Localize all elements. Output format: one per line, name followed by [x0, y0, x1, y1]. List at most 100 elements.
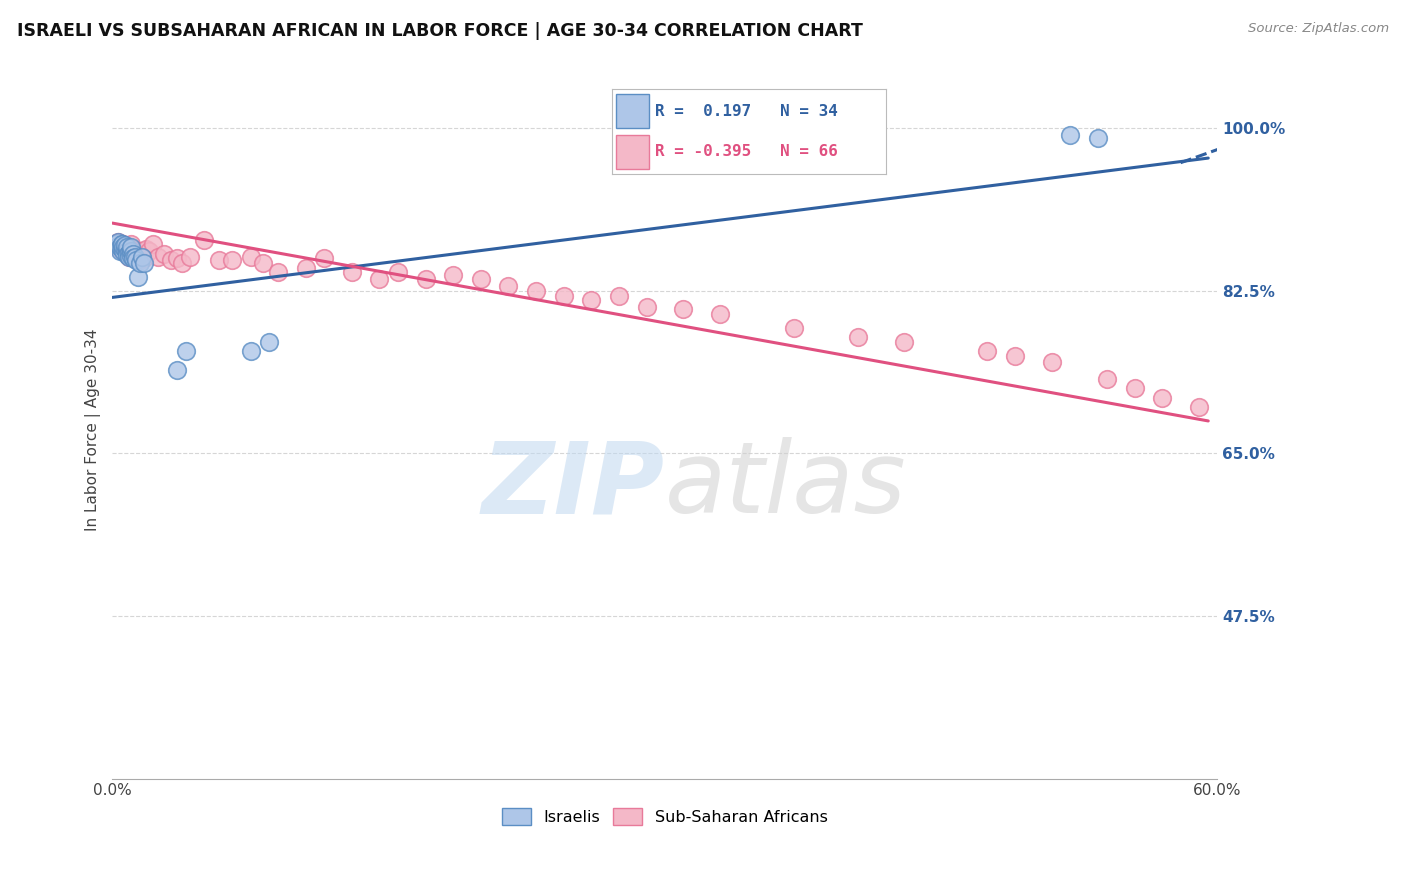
Point [153, 246, 176, 260]
Point [107, 239, 129, 253]
Point [239, 344, 262, 359]
Point [124, 244, 146, 258]
Point [846, 330, 869, 344]
Point [115, 246, 138, 260]
Point [118, 250, 141, 264]
Point [114, 242, 136, 256]
Point [1095, 372, 1118, 386]
FancyBboxPatch shape [616, 135, 648, 169]
Point [314, 252, 336, 266]
Point [125, 246, 148, 260]
Point [166, 252, 188, 266]
Point [1087, 130, 1109, 145]
Point [108, 244, 131, 258]
Point [121, 246, 143, 260]
Point [125, 253, 148, 268]
Point [1004, 349, 1026, 363]
FancyBboxPatch shape [616, 95, 648, 128]
Point [131, 250, 153, 264]
Point [783, 321, 806, 335]
Point [112, 244, 135, 258]
Point [267, 265, 290, 279]
Point [441, 268, 464, 282]
Point [138, 244, 160, 258]
Point [524, 284, 547, 298]
Point [208, 253, 231, 268]
Point [179, 250, 201, 264]
Point [166, 363, 188, 377]
Point [115, 240, 138, 254]
Point [105, 237, 128, 252]
Point [107, 235, 129, 249]
Point [111, 237, 134, 252]
Point [470, 272, 492, 286]
Point [221, 253, 243, 268]
Point [581, 293, 603, 308]
Y-axis label: In Labor Force | Age 30-34: In Labor Force | Age 30-34 [86, 329, 101, 532]
Point [111, 236, 134, 251]
Point [893, 334, 915, 349]
Point [105, 237, 128, 252]
Point [129, 253, 152, 268]
Point [115, 240, 138, 254]
Point [114, 240, 136, 254]
Point [118, 242, 141, 256]
Point [1123, 381, 1146, 395]
Point [1188, 400, 1211, 414]
Point [340, 265, 363, 279]
Point [498, 279, 520, 293]
Legend: Israelis, Sub-Saharan Africans: Israelis, Sub-Saharan Africans [495, 800, 835, 833]
Text: R =  0.197   N = 34: R = 0.197 N = 34 [655, 103, 838, 119]
Point [124, 250, 146, 264]
Point [636, 300, 658, 314]
Point [193, 233, 215, 247]
Point [976, 344, 998, 359]
Point [132, 252, 155, 266]
Point [121, 246, 143, 260]
Point [607, 288, 630, 302]
Point [127, 252, 149, 266]
Point [120, 244, 142, 258]
Point [114, 244, 136, 258]
Point [120, 237, 142, 252]
Point [112, 237, 135, 252]
Point [107, 235, 129, 249]
Point [129, 256, 152, 270]
Point [1152, 391, 1174, 405]
Text: R = -0.395   N = 66: R = -0.395 N = 66 [655, 145, 838, 160]
Point [160, 253, 183, 268]
Point [709, 307, 731, 321]
Point [1040, 355, 1063, 369]
Point [118, 245, 141, 260]
Point [127, 270, 149, 285]
Point [257, 334, 280, 349]
Point [120, 250, 142, 264]
Point [368, 272, 391, 286]
Point [1059, 128, 1081, 142]
Text: ISRAELI VS SUBSAHARAN AFRICAN IN LABOR FORCE | AGE 30-34 CORRELATION CHART: ISRAELI VS SUBSAHARAN AFRICAN IN LABOR F… [17, 22, 863, 40]
Point [239, 250, 262, 264]
Point [142, 237, 165, 252]
Point [121, 242, 143, 256]
Point [115, 248, 138, 262]
Point [553, 288, 575, 302]
Point [108, 240, 131, 254]
Point [387, 265, 409, 279]
Point [124, 250, 146, 264]
Point [118, 250, 141, 264]
Point [135, 242, 157, 256]
Point [115, 244, 138, 258]
Point [108, 242, 131, 256]
Point [131, 244, 153, 258]
Point [415, 272, 437, 286]
Point [294, 260, 316, 275]
Point [121, 252, 143, 266]
Point [120, 249, 142, 263]
Point [114, 238, 136, 252]
Point [132, 256, 155, 270]
Point [112, 244, 135, 258]
Point [672, 302, 695, 317]
Point [112, 240, 135, 254]
Text: atlas: atlas [665, 437, 907, 534]
Point [252, 256, 274, 270]
